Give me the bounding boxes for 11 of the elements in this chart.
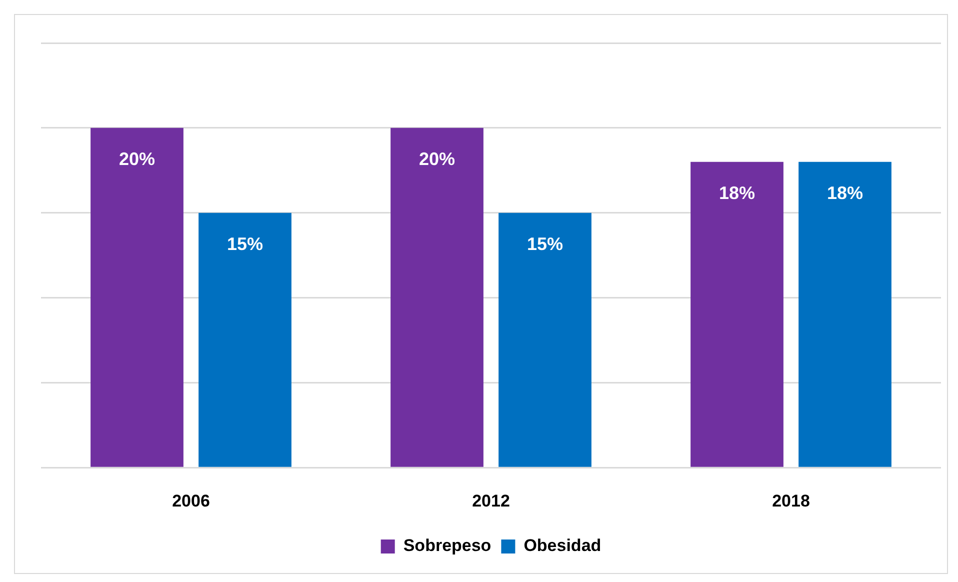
data-label: 20% (418, 148, 456, 169)
data-label: 20% (118, 148, 156, 169)
legend-label: Obesidad (524, 536, 602, 556)
data-label: 15% (526, 234, 564, 254)
data-label: 18% (826, 182, 864, 203)
data-label: 18% (718, 182, 756, 203)
x-tick-label: 2006 (172, 491, 210, 510)
data-label: 15% (226, 234, 264, 254)
x-tick-label: 2018 (772, 491, 810, 510)
legend-label: Sobrepeso (403, 536, 492, 556)
x-tick-label: 2012 (472, 491, 510, 510)
